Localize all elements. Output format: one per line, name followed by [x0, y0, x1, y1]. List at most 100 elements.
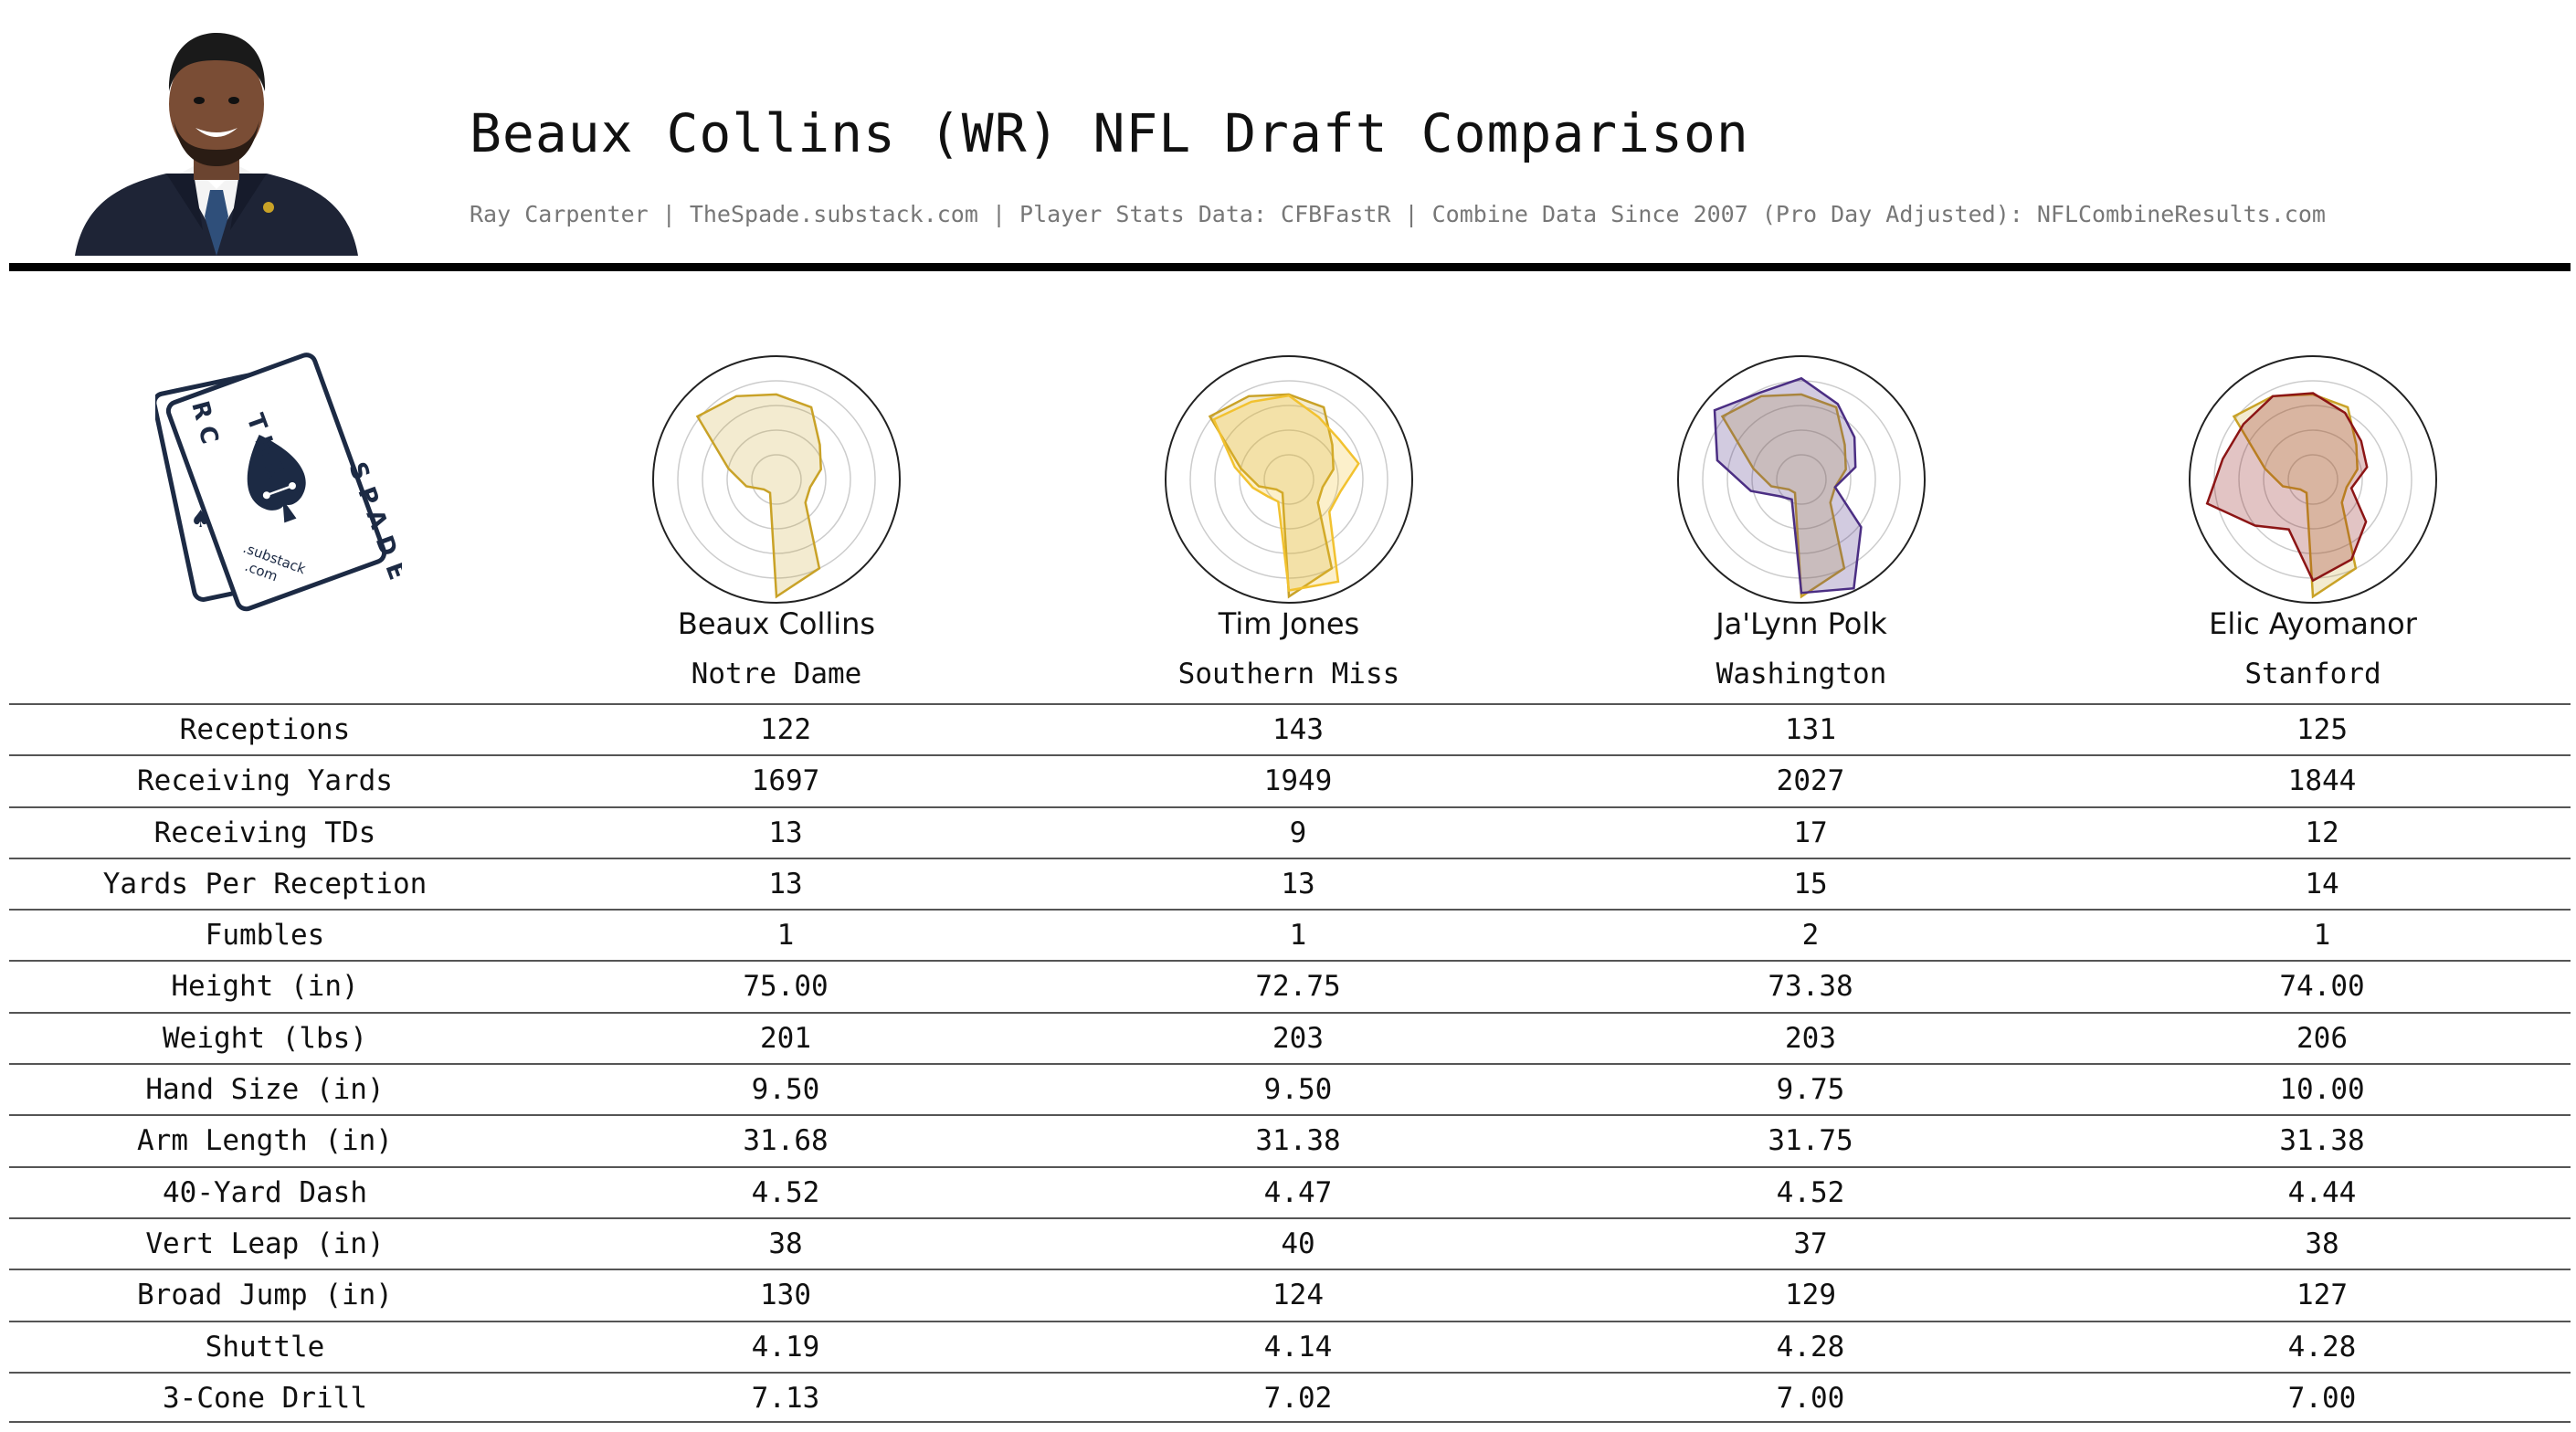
- stat-value: 31.75: [1768, 1124, 1853, 1158]
- stat-value: 4.28: [2287, 1330, 2357, 1364]
- player-headshot-icon: [75, 33, 358, 256]
- player-name: Ja'Lynn Polk: [1716, 606, 1887, 641]
- stat-value: 13: [768, 867, 803, 900]
- radar-grid-ring: [1239, 429, 1339, 530]
- player-name: Beaux Collins: [677, 606, 876, 641]
- stat-value: 13: [1281, 867, 1315, 900]
- player-name: Tim Jones: [1218, 606, 1360, 641]
- radar-grid-ring: [726, 429, 827, 530]
- radar-series-comparison: [1212, 394, 1360, 592]
- player-school: Southern Miss: [1177, 658, 1400, 690]
- stat-value: 122: [760, 713, 811, 746]
- stat-value: 7.00: [1776, 1381, 1845, 1415]
- stat-value: 40: [1281, 1227, 1315, 1260]
- radar-grid-ring: [1214, 405, 1364, 554]
- stat-value: 10.00: [2279, 1073, 2365, 1107]
- radar-series-base: [2232, 393, 2359, 599]
- table-row: Vert Leap (in) 38 40 37 38: [9, 1216, 2571, 1269]
- table-row: Receiving TDs 13 9 17 12: [9, 806, 2571, 858]
- stat-value: 4.47: [1263, 1175, 1333, 1209]
- table-row: Receiving Yards 1697 1949 2027 1844: [9, 754, 2571, 806]
- radar-series-base: [1720, 393, 1847, 599]
- stat-value: 4.14: [1263, 1330, 1333, 1364]
- stat-value: 4.28: [1776, 1330, 1845, 1364]
- stat-value: 31.38: [1255, 1124, 1341, 1158]
- player-school: Stanford: [2244, 658, 2381, 690]
- spade-cards-logo-icon: THE RC SPADE .substack .com ♠: [155, 353, 402, 612]
- stat-value: 14: [2305, 867, 2339, 900]
- radar-grid-ring: [2238, 405, 2388, 554]
- radar-chart-beaux-collins: [652, 355, 901, 604]
- stat-label: 40-Yard Dash: [163, 1175, 367, 1209]
- player-name: Elic Ayomanor: [2209, 606, 2417, 641]
- table-row: Receptions 122 143 131 125: [9, 703, 2571, 754]
- stat-value: 73.38: [1768, 970, 1853, 1004]
- stat-label: Receptions: [179, 713, 351, 746]
- stat-label: Vert Leap (in): [145, 1227, 385, 1260]
- stat-value: 38: [768, 1227, 803, 1260]
- stat-label: Shuttle: [205, 1330, 325, 1364]
- stat-label: Yards Per Reception: [102, 867, 428, 900]
- stat-value: 74.00: [2279, 970, 2365, 1004]
- radar-outer-ring: [1677, 355, 1926, 604]
- stat-label: Broad Jump (in): [137, 1279, 393, 1312]
- stat-value: 7.02: [1263, 1381, 1333, 1415]
- stat-value: 17: [1793, 816, 1828, 849]
- radar-grid-ring: [751, 454, 802, 505]
- radar-outer-ring: [652, 355, 901, 604]
- radar-chart-jalynn-polk: [1677, 355, 1926, 604]
- stat-value: 9.75: [1776, 1073, 1845, 1107]
- table-row: Hand Size (in) 9.50 9.50 9.75 10.00: [9, 1063, 2571, 1114]
- stat-value: 4.52: [751, 1175, 820, 1209]
- stat-label: Receiving TDs: [153, 816, 376, 849]
- radar-chart-elic-ayomanor: [2189, 355, 2437, 604]
- stat-value: 131: [1785, 713, 1836, 746]
- stat-label: Fumbles: [205, 919, 325, 953]
- stat-value: 72.75: [1255, 970, 1341, 1004]
- stat-value: 7.00: [2287, 1381, 2357, 1415]
- stat-label: Weight (lbs): [163, 1021, 367, 1055]
- stat-value: 1697: [751, 764, 820, 798]
- stat-value: 206: [2296, 1021, 2348, 1055]
- stat-value: 31.68: [743, 1124, 829, 1158]
- table-row: Height (in) 75.00 72.75 73.38 74.00: [9, 960, 2571, 1011]
- stat-value: 37: [1793, 1227, 1828, 1260]
- stat-value: 2: [1801, 919, 1820, 953]
- table-row: Shuttle 4.19 4.14 4.28 4.28: [9, 1320, 2571, 1372]
- table-row: 3-Cone Drill 7.13 7.02 7.00 7.00: [9, 1371, 2571, 1424]
- stat-value: 129: [1785, 1279, 1836, 1312]
- stat-value: 15: [1793, 867, 1828, 900]
- stat-value: 4.44: [2287, 1175, 2357, 1209]
- stat-value: 2027: [1776, 764, 1845, 798]
- radar-grid-ring: [1751, 429, 1852, 530]
- stat-value: 9: [1289, 816, 1307, 849]
- stat-value: 9.50: [1263, 1073, 1333, 1107]
- radar-grid-ring: [2287, 454, 2338, 505]
- stat-value: 4.19: [751, 1330, 820, 1364]
- page-title: Beaux Collins (WR) NFL Draft Comparison: [470, 102, 1749, 164]
- stat-value: 9.50: [751, 1073, 820, 1107]
- stat-value: 7.13: [751, 1381, 820, 1415]
- stat-value: 4.52: [1776, 1175, 1845, 1209]
- stat-label: Arm Length (in): [137, 1124, 393, 1158]
- stat-label: Receiving Yards: [137, 764, 393, 798]
- stat-value: 124: [1272, 1279, 1324, 1312]
- radar-grid-ring: [1776, 454, 1827, 505]
- stat-value: 203: [1272, 1021, 1324, 1055]
- stat-value: 1: [1289, 919, 1307, 953]
- stat-value: 1: [2313, 919, 2331, 953]
- stats-table: Receptions 122 143 131 125 Receiving Yards 169…: [9, 703, 2571, 1424]
- stat-value: 1: [776, 919, 795, 953]
- stat-value: 130: [760, 1279, 811, 1312]
- radar-grid-ring: [2263, 429, 2363, 530]
- radar-series-base: [695, 393, 822, 599]
- stat-value: 13: [768, 816, 803, 849]
- stat-value: 31.38: [2279, 1124, 2365, 1158]
- radar-grid-ring: [702, 405, 851, 554]
- svg-text:♠: ♠: [190, 506, 211, 533]
- stat-label: Height (in): [171, 970, 359, 1004]
- table-row: Yards Per Reception 13 13 15 14: [9, 857, 2571, 909]
- page-subtitle: Ray Carpenter | TheSpade.substack.com | …: [470, 201, 2326, 227]
- stat-value: 12: [2305, 816, 2339, 849]
- stat-value: 201: [760, 1021, 811, 1055]
